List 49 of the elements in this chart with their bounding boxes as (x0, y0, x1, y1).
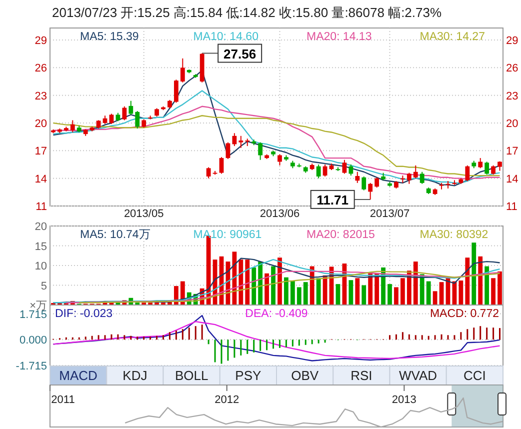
y-tick-label: 29 (34, 34, 47, 47)
x-tick-label: 2013/05 (124, 208, 164, 220)
category-label: RSI (350, 368, 372, 383)
y-tick-label: 17 (34, 146, 47, 158)
y2-tick-label: 26 (506, 62, 518, 75)
series-label: DEA: -0.409 (245, 308, 308, 320)
annotation: 11.71 (316, 192, 348, 208)
text: MA5: 15.39 (80, 31, 139, 43)
category-label: OBV (291, 368, 319, 383)
y-tick-label: 0.000 (19, 334, 47, 347)
x-tick-label: 2013 (392, 394, 416, 406)
y-tick-label: 20 (34, 118, 47, 130)
text: MA30: 80392 (420, 229, 488, 241)
x-tick-label: 2011 (51, 394, 75, 406)
y2-tick-label: 17 (506, 146, 518, 158)
annotation: 27.56 (224, 46, 256, 62)
category-label: BOLL (174, 368, 208, 383)
y-tick-label: 11 (36, 201, 47, 213)
y-tick-label: 14 (34, 173, 47, 186)
y-tick-label: 15 (34, 240, 47, 253)
y2-tick-label: 11 (506, 201, 518, 213)
y2-tick-label: 29 (506, 34, 518, 47)
x-tick-label: 2012 (214, 394, 240, 406)
y-tick-label: 26 (34, 62, 47, 75)
y2-tick-label: 14 (506, 173, 518, 186)
y2-tick-label: 23 (506, 90, 518, 102)
category-label: WVAD (399, 368, 438, 383)
y-tick-label: -1.715 (16, 360, 47, 372)
text: MA10: 14.60 (193, 31, 258, 43)
text: MA20: 14.13 (306, 31, 372, 43)
y-tick-label: 1.715 (19, 308, 47, 321)
text: MA5: 10.74万 (80, 228, 151, 241)
text: MA20: 82015 (306, 229, 375, 241)
y-tick-label: 20 (34, 221, 47, 233)
y2-tick-label: 20 (506, 118, 518, 130)
x-tick-label: 2013/07 (370, 208, 410, 220)
chart-title: 2013/07/23 开:15.25 高:15.84 低:14.82 收:15.80 量:86078 幅:2.73% (52, 5, 442, 20)
category-label: MACD (59, 368, 98, 383)
y-tick-label: 5 (40, 280, 47, 292)
x-tick-label: 2013/06 (260, 208, 300, 220)
series-label: DIF: -0.023 (55, 308, 113, 320)
category-label: KDJ (122, 368, 148, 383)
series-label: MA10: 90961 (193, 229, 262, 241)
category-label: CCI (463, 368, 486, 383)
y-tick-label: 23 (34, 90, 47, 102)
text: MA30: 14.27 (420, 31, 485, 43)
category-label: PSY (235, 368, 262, 383)
y-tick-label: 10 (34, 260, 47, 272)
series-label: MACD: 0.772 (430, 308, 499, 320)
